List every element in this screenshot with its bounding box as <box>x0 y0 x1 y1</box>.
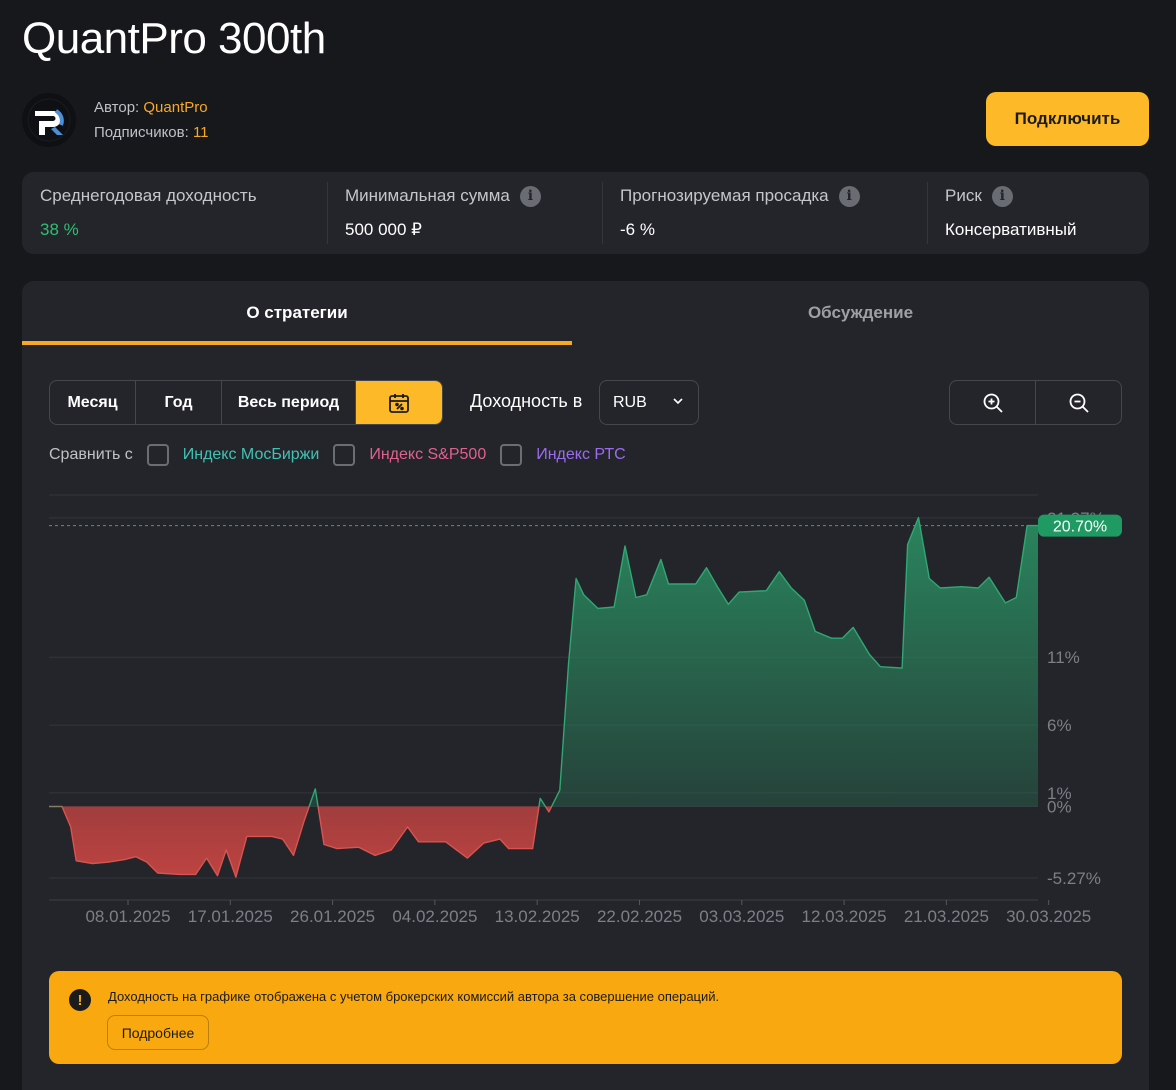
commission-notice: ! Доходность на графике отображена с уче… <box>49 971 1122 1064</box>
compare-row: Сравнить с Индекс МосБиржи Индекс S&P500… <box>49 443 640 467</box>
connect-button[interactable]: Подключить <box>986 92 1149 146</box>
active-tab-underline <box>22 341 572 345</box>
zoom-in-icon <box>983 393 1003 413</box>
more-details-button[interactable]: Подробнее <box>107 1015 209 1050</box>
subscribers-count: 11 <box>192 124 209 141</box>
author-line: Автор: QuantPro <box>94 95 209 120</box>
info-icon[interactable]: i <box>991 185 1013 207</box>
stat-value: 500 000 ₽ <box>345 220 422 239</box>
stat-annual-yield: Среднегодовая доходность 38 % <box>22 172 327 254</box>
period-year-button[interactable]: Год <box>136 381 222 424</box>
stat-risk: Риск i Консервативный <box>927 172 1149 254</box>
compare-sp500[interactable]: Индекс S&P500 <box>333 444 486 466</box>
period-all-button[interactable]: Весь период <box>222 381 356 424</box>
stat-label: Среднегодовая доходность <box>40 184 309 208</box>
chevron-down-icon <box>673 398 683 405</box>
strategy-panel: О стратегии Обсуждение Месяц Год Весь пе… <box>22 281 1149 1090</box>
stat-value: 38 % <box>40 220 79 239</box>
positive-area <box>49 517 1038 807</box>
author-name-link[interactable]: QuantPro <box>143 99 208 116</box>
zoom-controls <box>949 380 1122 425</box>
checkbox[interactable] <box>500 444 523 466</box>
zoom-in-button[interactable] <box>950 381 1035 424</box>
stat-label: Минимальная сумма i <box>345 184 584 208</box>
y-tick-label: 0% <box>1047 798 1072 817</box>
compare-rts-label: Индекс РТС <box>536 446 626 463</box>
stat-label-text: Риск <box>945 186 982 205</box>
author-block: Автор: QuantPro Подписчиков: 11 <box>22 92 209 148</box>
zoom-out-icon <box>1069 393 1089 413</box>
stat-drawdown: Прогнозируемая просадка i -6 % <box>602 172 927 254</box>
stat-label: Прогнозируемая просадка i <box>620 184 909 208</box>
tab-about-strategy[interactable]: О стратегии <box>246 303 348 322</box>
last-value-badge <box>1038 514 1122 537</box>
quantpro-logo-icon <box>27 98 71 142</box>
author-info: Автор: QuantPro Подписчиков: 11 <box>94 95 209 145</box>
exclamation-icon: ! <box>69 989 91 1011</box>
x-tick-label: 22.02.2025 <box>597 907 682 926</box>
checkbox[interactable] <box>333 444 356 466</box>
page-title: QuantPro 300th <box>22 14 326 63</box>
stat-min-amount: Минимальная сумма i 500 000 ₽ <box>327 172 602 254</box>
x-tick-label: 26.01.2025 <box>290 907 375 926</box>
x-tick-label: 03.03.2025 <box>699 907 784 926</box>
compare-moex[interactable]: Индекс МосБиржи <box>146 444 320 466</box>
x-tick-label: 08.01.2025 <box>85 907 170 926</box>
x-tick-label: 30.03.2025 <box>1006 907 1091 926</box>
author-label: Автор: <box>94 99 144 116</box>
x-tick-label: 13.02.2025 <box>495 907 580 926</box>
stat-value: Консервативный <box>945 220 1077 239</box>
stat-label-text: Минимальная сумма <box>345 186 510 205</box>
yield-chart: 21.27%11%6%1%0%-5.27%20.70%08.01.202517.… <box>22 281 1149 946</box>
stats-bar: Среднегодовая доходность 38 % Минимальна… <box>22 172 1149 254</box>
yield-chart-svg[interactable]: 21.27%11%6%1%0%-5.27%20.70%08.01.202517.… <box>22 281 1149 941</box>
series-line-positive <box>49 516 1038 807</box>
compare-sp500-label: Индекс S&P500 <box>369 446 487 463</box>
y-tick-label: 6% <box>1047 716 1072 735</box>
y-tick-label: 1% <box>1047 784 1072 803</box>
avatar[interactable] <box>22 93 76 147</box>
stat-label-text: Среднегодовая доходность <box>40 186 257 205</box>
x-tick-label: 17.01.2025 <box>188 907 273 926</box>
yield-currency-label: Доходность в <box>470 391 583 411</box>
stat-label-text: Прогнозируемая просадка <box>620 186 829 205</box>
compare-label: Сравнить с <box>49 446 133 463</box>
zoom-out-button[interactable] <box>1035 381 1121 424</box>
info-icon[interactable]: i <box>838 185 860 207</box>
notice-text: Доходность на графике отображена с учето… <box>108 989 720 1004</box>
period-custom-button[interactable] <box>356 381 442 424</box>
currency-select[interactable]: RUB <box>599 380 699 425</box>
y-tick-label: -5.27% <box>1047 869 1101 888</box>
last-value-label: 20.70% <box>1053 519 1107 536</box>
series-line-negative <box>49 806 553 878</box>
stat-label: Риск i <box>945 184 1131 208</box>
currency-value: RUB <box>613 393 647 411</box>
x-tick-label: 21.03.2025 <box>904 907 989 926</box>
y-tick-label: 11% <box>1047 648 1080 667</box>
checkbox[interactable] <box>146 444 169 466</box>
calendar-percent-icon <box>389 393 409 413</box>
x-tick-label: 04.02.2025 <box>392 907 477 926</box>
compare-rts[interactable]: Индекс РТС <box>500 444 626 466</box>
subscribers-label: Подписчиков: <box>94 124 193 141</box>
negative-area <box>49 806 1038 878</box>
tab-discussion[interactable]: Обсуждение <box>807 303 914 322</box>
compare-moex-label: Индекс МосБиржи <box>182 446 320 463</box>
period-selector: Месяц Год Весь период <box>49 380 443 425</box>
subscribers-line: Подписчиков: 11 <box>94 120 209 145</box>
stat-value: -6 % <box>620 220 655 239</box>
info-icon[interactable]: i <box>519 185 541 207</box>
period-month-button[interactable]: Месяц <box>50 381 136 424</box>
x-tick-label: 12.03.2025 <box>802 907 887 926</box>
